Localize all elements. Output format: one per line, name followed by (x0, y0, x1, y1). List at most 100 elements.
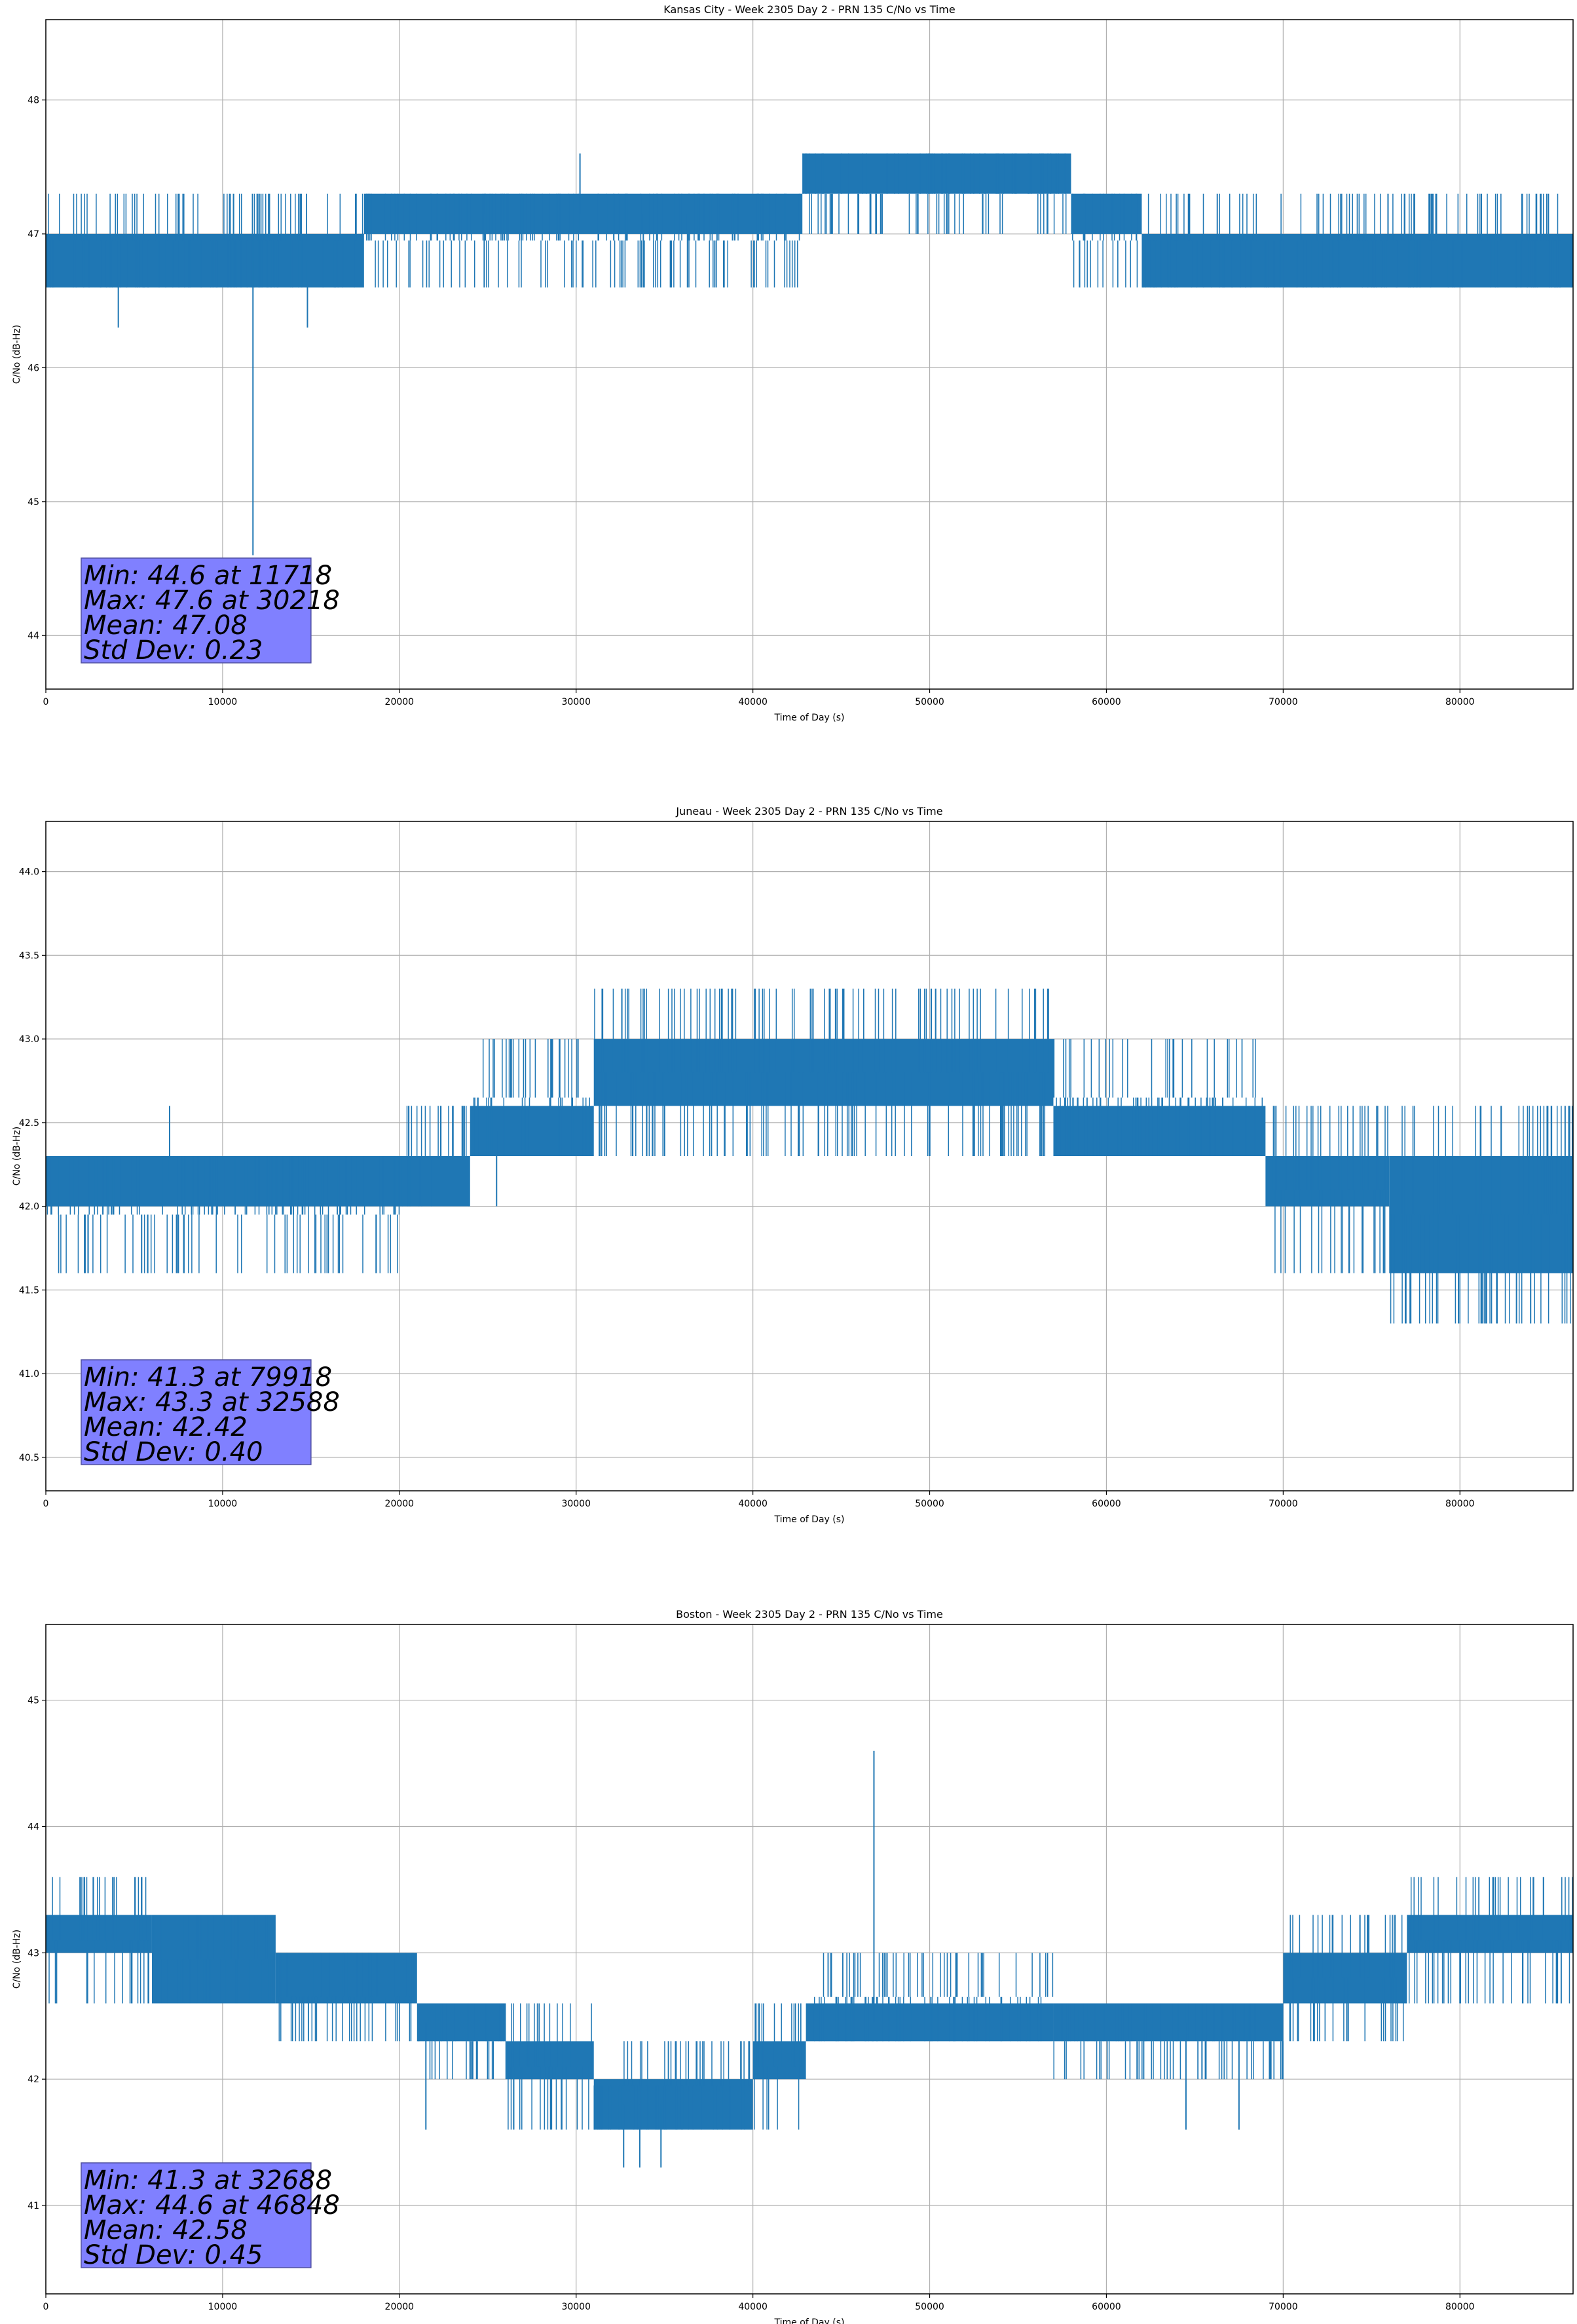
series-band (1283, 1953, 1407, 2004)
x-tick-label: 70000 (1269, 697, 1298, 707)
stats-box-background (81, 557, 312, 664)
stats-line: Std Dev: 0.45 (84, 2240, 263, 2270)
stats-line: Mean: 42.42 (84, 1412, 248, 1442)
x-tick-label: 30000 (561, 697, 591, 707)
y-tick-label: 42.0 (19, 1202, 39, 1212)
chart-panel-1: 0 10000 20000 30000 40000 50000 60000 70000 8000… (12, 3, 1574, 723)
y-tick-label: 43.5 (19, 950, 39, 961)
x-tick-label: 0 (43, 2302, 49, 2312)
stats-line: Std Dev: 0.23 (84, 635, 263, 665)
series-band (1265, 1156, 1390, 1207)
series-band (806, 2003, 1054, 2042)
chart-title: Boston - Week 2305 Day 2 - PRN 135 C/No … (676, 1608, 943, 1621)
series-band (363, 193, 803, 234)
chart-panel-3: 0 10000 20000 30000 40000 50000 60000 70000 8000… (12, 1608, 1574, 2324)
x-tick-label: 50000 (915, 2302, 944, 2312)
y-tick-label: 44.0 (19, 867, 39, 878)
series-noise (48, 153, 1572, 288)
y-tick-label: 41 (28, 2201, 39, 2211)
series-band (399, 1156, 470, 1207)
x-tick-label: 20000 (385, 697, 415, 707)
x-tick-label: 40000 (738, 697, 768, 707)
x-axis-label: Time of Day (s) (774, 713, 845, 723)
x-tick-label: 30000 (561, 2302, 591, 2312)
y-tick-label: 45 (28, 497, 39, 508)
axes-frame (45, 821, 1574, 1491)
x-tick-label: 20000 (385, 1499, 415, 1509)
stats-line: Std Dev: 0.40 (84, 1437, 263, 1467)
series-band (752, 2041, 806, 2080)
y-tick-label: 44 (28, 1822, 39, 1833)
y-axis-label: C/No (dB-Hz) (12, 1930, 22, 1989)
grid (45, 20, 1573, 689)
series-band (1212, 2003, 1284, 2042)
series-line (46, 988, 1573, 1324)
x-tick-label: 80000 (1445, 1499, 1475, 1509)
y-axis-label: C/No (dB-Hz) (12, 325, 22, 384)
y-tick-label: 41.5 (19, 1285, 39, 1296)
x-tick-label: 70000 (1269, 2302, 1298, 2312)
x-tick-label: 10000 (208, 1499, 238, 1509)
x-tick-label: 0 (43, 1499, 49, 1509)
stats-line: Max: 43.3 at 32588 (84, 1387, 340, 1417)
stats-line: Mean: 47.08 (84, 610, 248, 641)
x-tick-label: 10000 (208, 2302, 238, 2312)
stats-line: Min: 41.3 at 32688 (84, 2165, 332, 2196)
stats-line: Max: 47.6 at 30218 (84, 586, 340, 616)
series-band (1141, 234, 1573, 288)
x-tick-label: 40000 (738, 2302, 768, 2312)
y-tick-label: 42 (28, 2074, 39, 2085)
stats-box-background (81, 1359, 312, 1465)
axes-frame (45, 19, 1574, 690)
x-tick-label: 80000 (1445, 697, 1475, 707)
series-noise (48, 1877, 1573, 2130)
x-tick-label: 50000 (915, 1499, 944, 1509)
y-tick-label: 47 (28, 229, 39, 240)
y-tick-label: 43 (28, 1948, 39, 1959)
series-band (802, 153, 1071, 194)
y-tick-label: 45 (28, 1696, 39, 1706)
series-band (1071, 193, 1142, 234)
stats-line: Mean: 42.58 (84, 2215, 248, 2245)
series-noise (46, 988, 1573, 1324)
series-band (151, 1915, 276, 2004)
chart-panel-2: 0 10000 20000 30000 40000 50000 60000 70000 8000… (12, 805, 1574, 1525)
x-tick-label: 80000 (1445, 2302, 1475, 2312)
x-tick-label: 30000 (561, 1499, 591, 1509)
x-tick-label: 50000 (915, 697, 944, 707)
x-tick-label: 10000 (208, 697, 238, 707)
x-tick-label: 60000 (1092, 697, 1121, 707)
x-tick-label: 60000 (1092, 2302, 1121, 2312)
series-band (46, 234, 364, 288)
y-tick-label: 41.0 (19, 1369, 39, 1379)
x-tick-label: 40000 (738, 1499, 768, 1509)
x-tick-label: 60000 (1092, 1499, 1121, 1509)
series-line (46, 1750, 1573, 2168)
y-tick-label: 44 (28, 631, 39, 641)
x-tick-label: 20000 (385, 2302, 415, 2312)
series-band (46, 1915, 152, 1953)
y-tick-label: 42.5 (19, 1118, 39, 1129)
chart-title: Kansas City - Week 2305 Day 2 - PRN 135 … (663, 3, 955, 16)
axes-frame (45, 1624, 1574, 2295)
x-axis-label: Time of Day (s) (774, 2317, 845, 2324)
series-band (275, 1953, 417, 2004)
x-tick-label: 70000 (1269, 1499, 1298, 1509)
stats-line: Min: 44.6 at 11718 (84, 561, 332, 591)
y-tick-label: 46 (28, 363, 39, 373)
series-line (46, 153, 1573, 555)
y-tick-label: 43.0 (19, 1034, 39, 1045)
chart-title: Juneau - Week 2305 Day 2 - PRN 135 C/No … (675, 805, 942, 817)
stats-box-background (81, 2162, 312, 2268)
stats-line: Max: 44.6 at 46848 (84, 2190, 340, 2221)
y-tick-label: 48 (28, 96, 39, 106)
x-axis-label: Time of Day (s) (774, 1514, 845, 1525)
y-axis-label: C/No (dB-Hz) (12, 1127, 22, 1186)
y-tick-label: 40.5 (19, 1453, 39, 1463)
series-band (593, 2079, 753, 2130)
x-tick-label: 0 (43, 697, 49, 707)
